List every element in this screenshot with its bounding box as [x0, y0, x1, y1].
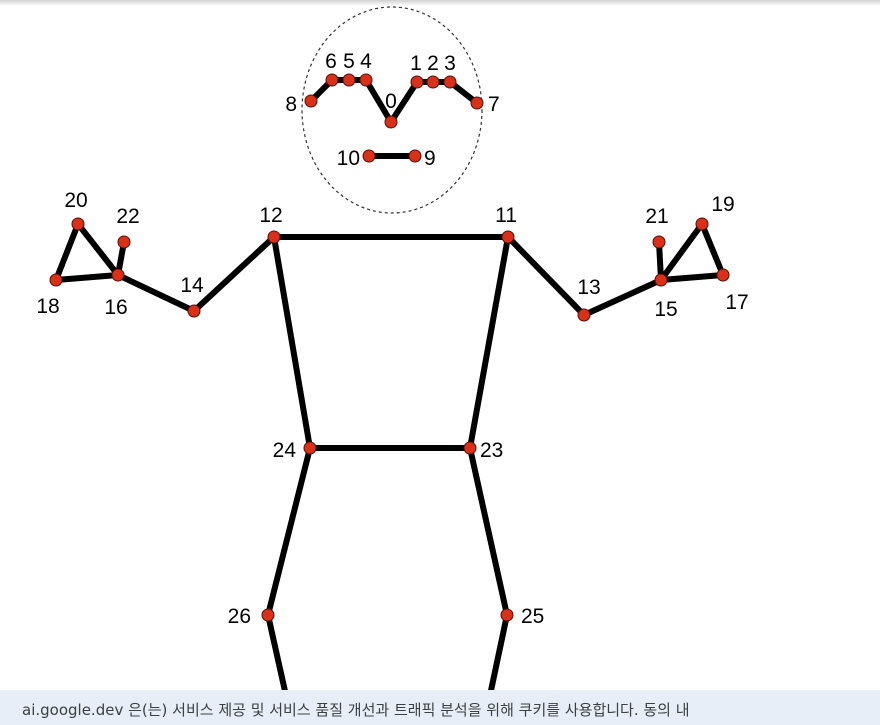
- keypoint-23: [463, 441, 477, 455]
- keypoint-label-6: 6: [325, 50, 337, 73]
- keypoint-label-9: 9: [424, 147, 436, 170]
- keypoint-label-2: 2: [427, 52, 439, 75]
- keypoint-label-16: 16: [104, 296, 127, 319]
- keypoint-label-15: 15: [654, 298, 677, 321]
- keypoint-26: [261, 608, 275, 622]
- bone-26-26: [265, 612, 288, 690]
- keypoint-label-21: 21: [645, 205, 668, 228]
- bone-16-18: [53, 272, 121, 283]
- keypoint-label-24: 24: [273, 439, 297, 462]
- bone-23-25: [467, 445, 510, 618]
- keypoint-12: [267, 230, 281, 244]
- skeleton-joints: [49, 73, 730, 622]
- keypoint-7: [470, 96, 484, 110]
- keypoint-19: [695, 217, 709, 231]
- bone-12-24: [271, 234, 313, 451]
- keypoint-14: [187, 304, 201, 318]
- bone-13-15: [581, 277, 664, 318]
- keypoint-label-5: 5: [343, 50, 355, 73]
- cookie-consent-banner: ai.google.dev 은(는) 서비스 제공 및 서비스 품질 개선과 트…: [0, 690, 880, 725]
- keypoint-label-10: 10: [337, 147, 360, 170]
- keypoint-label-25: 25: [521, 605, 544, 628]
- bone-24-26: [265, 445, 313, 618]
- keypoint-label-11: 11: [495, 204, 517, 227]
- keypoint-3: [443, 75, 457, 89]
- keypoint-20: [71, 217, 85, 231]
- keypoint-11: [501, 230, 515, 244]
- keypoint-4: [359, 73, 373, 87]
- keypoint-18: [49, 273, 63, 287]
- keypoint-1: [410, 75, 424, 89]
- bone-0-1: [388, 79, 420, 125]
- keypoint-label-20: 20: [64, 189, 87, 212]
- bone-12-14: [191, 234, 277, 314]
- keypoint-8: [304, 94, 318, 108]
- keypoint-0: [384, 115, 398, 129]
- keypoint-10: [362, 149, 376, 163]
- keypoint-22: [117, 235, 131, 249]
- keypoint-13: [577, 308, 591, 322]
- keypoint-2: [426, 75, 440, 89]
- bone-4-0: [363, 77, 394, 125]
- bone-11-23: [467, 234, 511, 451]
- keypoint-label-4: 4: [360, 50, 372, 73]
- keypoint-label-17: 17: [725, 291, 748, 314]
- keypoint-label-7: 7: [488, 93, 500, 116]
- bone-15-17: [658, 272, 726, 283]
- face-outline: [301, 6, 483, 214]
- keypoint-label-26: 26: [228, 605, 251, 628]
- keypoint-label-8: 8: [285, 93, 297, 116]
- keypoint-9: [408, 149, 422, 163]
- keypoint-16: [111, 268, 125, 282]
- keypoint-label-22: 22: [116, 205, 139, 228]
- bone-14-16: [115, 272, 197, 314]
- cookie-consent-text: ai.google.dev 은(는) 서비스 제공 및 서비스 품질 개선과 트…: [22, 701, 690, 719]
- keypoint-label-13: 13: [577, 276, 600, 299]
- top-shadow: [0, 0, 880, 6]
- keypoint-17: [716, 268, 730, 282]
- keypoint-24: [303, 441, 317, 455]
- keypoint-5: [342, 73, 356, 87]
- bone-11-13: [505, 234, 587, 318]
- keypoint-6: [325, 73, 339, 87]
- keypoint-label-23: 23: [480, 439, 503, 462]
- keypoint-label-18: 18: [36, 295, 59, 318]
- keypoint-label-19: 19: [711, 193, 734, 216]
- bone-19-15: [658, 221, 705, 283]
- bone-18-20: [53, 221, 81, 283]
- keypoint-label-12: 12: [259, 204, 282, 227]
- keypoint-15: [654, 273, 668, 287]
- keypoint-label-14: 14: [180, 274, 204, 297]
- keypoint-label-3: 3: [444, 52, 456, 75]
- bone-17-19: [699, 221, 726, 278]
- bone-20-16: [75, 221, 121, 278]
- keypoint-label-1: 1: [410, 52, 422, 75]
- bone-25-25: [488, 612, 510, 690]
- keypoint-label-0: 0: [385, 90, 397, 113]
- skeleton-bones: [53, 77, 726, 690]
- keypoint-25: [500, 608, 514, 622]
- keypoint-21: [652, 235, 666, 249]
